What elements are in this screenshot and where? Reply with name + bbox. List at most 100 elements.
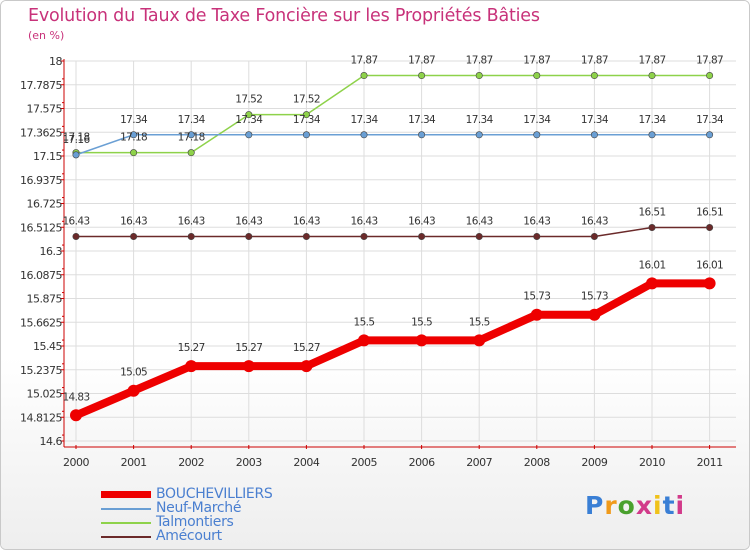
data-label-neuf-marche: 17.34 [293, 114, 321, 126]
x-tick-label: 2001 [121, 456, 147, 469]
data-label-neuf-marche: 17.34 [696, 114, 724, 126]
data-label-talmontiers: 17.87 [696, 55, 723, 67]
series-line-amecourt [75, 226, 711, 238]
logo-letter: t [662, 491, 676, 520]
point-neuf-marche [475, 131, 483, 139]
data-label-amecourt: 16.43 [466, 215, 493, 227]
point-amecourt [360, 232, 368, 240]
x-tick-label: 2002 [178, 456, 204, 469]
point-talmontiers [130, 149, 138, 157]
legend-swatch-neuf-marche [101, 508, 151, 510]
point-talmontiers [187, 149, 195, 157]
series-layer [70, 72, 716, 422]
point-bouchevilliers [242, 360, 255, 373]
series-line-bouchevilliers [72, 279, 714, 420]
legend-label-bouchevilliers: BOUCHEVILLIERS [156, 486, 273, 502]
point-bouchevilliers [703, 277, 716, 290]
x-tick-label: 2006 [409, 456, 435, 469]
point-amecourt [475, 232, 483, 240]
point-amecourt [533, 232, 541, 240]
x-tick-label: 2010 [639, 456, 665, 469]
legend-label-amecourt: Amécourt [156, 528, 222, 544]
point-talmontiers [418, 72, 426, 80]
data-label-bouchevilliers: 15.27 [293, 342, 320, 354]
axes-layer: 18 17.7875 17.575 17.3625 17.15 16.9375 16.725… [20, 55, 736, 469]
point-amecourt [418, 232, 426, 240]
point-neuf-marche [706, 131, 714, 139]
data-label-amecourt: 16.43 [581, 215, 608, 227]
data-label-bouchevilliers: 15.73 [523, 291, 550, 303]
logo-letter: i [675, 491, 686, 520]
point-bouchevilliers [646, 277, 658, 290]
y-tick-label: 15.45 [33, 340, 62, 353]
logo-letter: x [635, 491, 653, 520]
labels-layer: 16.43 16.43 16.43 16.43 16.43 16.43 16.43 16.43… [62, 55, 724, 404]
x-tick-label: 2009 [581, 456, 607, 469]
data-label-amecourt: 16.43 [350, 215, 377, 227]
logo-letter: r [604, 491, 618, 520]
point-talmontiers [245, 111, 253, 119]
x-tick-label: 2003 [236, 456, 262, 469]
data-label-bouchevilliers: 14.83 [62, 391, 89, 403]
data-label-amecourt: 16.43 [293, 215, 320, 227]
data-label-talmontiers: 17.87 [638, 55, 665, 67]
y-tick-label: 15.2375 [20, 364, 62, 377]
point-neuf-marche [590, 131, 598, 139]
legend-label-talmontiers: Talmontiers [156, 514, 234, 530]
point-amecourt [590, 232, 598, 240]
data-label-amecourt: 16.43 [408, 215, 435, 227]
data-label-talmontiers: 17.87 [466, 55, 493, 67]
data-label-bouchevilliers: 16.01 [696, 259, 723, 271]
point-talmontiers [533, 72, 541, 80]
point-talmontiers [706, 72, 714, 80]
point-amecourt [706, 224, 714, 232]
data-label-bouchevilliers: 15.73 [581, 291, 608, 303]
legend-swatch-talmontiers [101, 522, 151, 524]
point-talmontiers [475, 72, 483, 80]
data-label-neuf-marche: 17.34 [523, 114, 551, 126]
y-tick-label: 18 [49, 55, 62, 68]
y-tick-label: 14.8125 [20, 411, 62, 424]
legend-swatch-amecourt [101, 536, 151, 538]
point-talmontiers [648, 72, 656, 80]
grid-layer [64, 60, 736, 442]
point-neuf-marche [418, 131, 426, 139]
point-bouchevilliers [588, 308, 601, 321]
point-bouchevilliers [127, 384, 140, 397]
data-label-amecourt: 16.43 [523, 215, 550, 227]
series-line-talmontiers [75, 74, 711, 154]
data-label-talmontiers: 17.87 [581, 55, 608, 67]
chart-title: Evolution du Taux de Taxe Foncière sur l… [28, 6, 540, 26]
data-label-neuf-marche: 17.34 [408, 114, 436, 126]
data-label-amecourt: 16.51 [638, 207, 665, 219]
point-talmontiers [360, 72, 368, 80]
data-label-bouchevilliers: 15.5 [411, 316, 432, 328]
point-amecourt [302, 232, 310, 240]
point-neuf-marche [648, 131, 656, 139]
y-tick-label: 17.3625 [20, 126, 62, 139]
y-tick-label: 17.7875 [20, 79, 62, 92]
logo-letter: i [653, 491, 663, 520]
point-neuf-marche [533, 131, 541, 139]
unit-label: (en %) [28, 29, 65, 42]
point-neuf-marche [302, 131, 310, 139]
series-line-neuf-marche [75, 134, 711, 156]
data-label-neuf-marche: 17.34 [178, 114, 206, 126]
data-label-bouchevilliers: 15.5 [469, 316, 490, 328]
point-amecourt [130, 232, 138, 240]
point-talmontiers [302, 111, 310, 119]
point-amecourt [648, 224, 656, 232]
y-tick-label: 16.9375 [20, 174, 62, 187]
point-bouchevilliers [530, 308, 543, 321]
point-bouchevilliers [185, 360, 198, 373]
y-tick-label: 16.0875 [20, 269, 62, 282]
y-tick-label: 16.725 [27, 198, 63, 211]
point-amecourt [187, 232, 195, 240]
data-label-talmontiers: 17.52 [293, 94, 320, 106]
y-tick-label: 14.6 [40, 435, 63, 448]
data-label-talmontiers: 17.87 [408, 55, 435, 67]
x-tick-label: 2011 [697, 456, 723, 469]
data-label-amecourt: 16.43 [120, 215, 147, 227]
y-tick-label: 15.025 [27, 388, 63, 401]
data-label-amecourt: 16.43 [62, 215, 89, 227]
